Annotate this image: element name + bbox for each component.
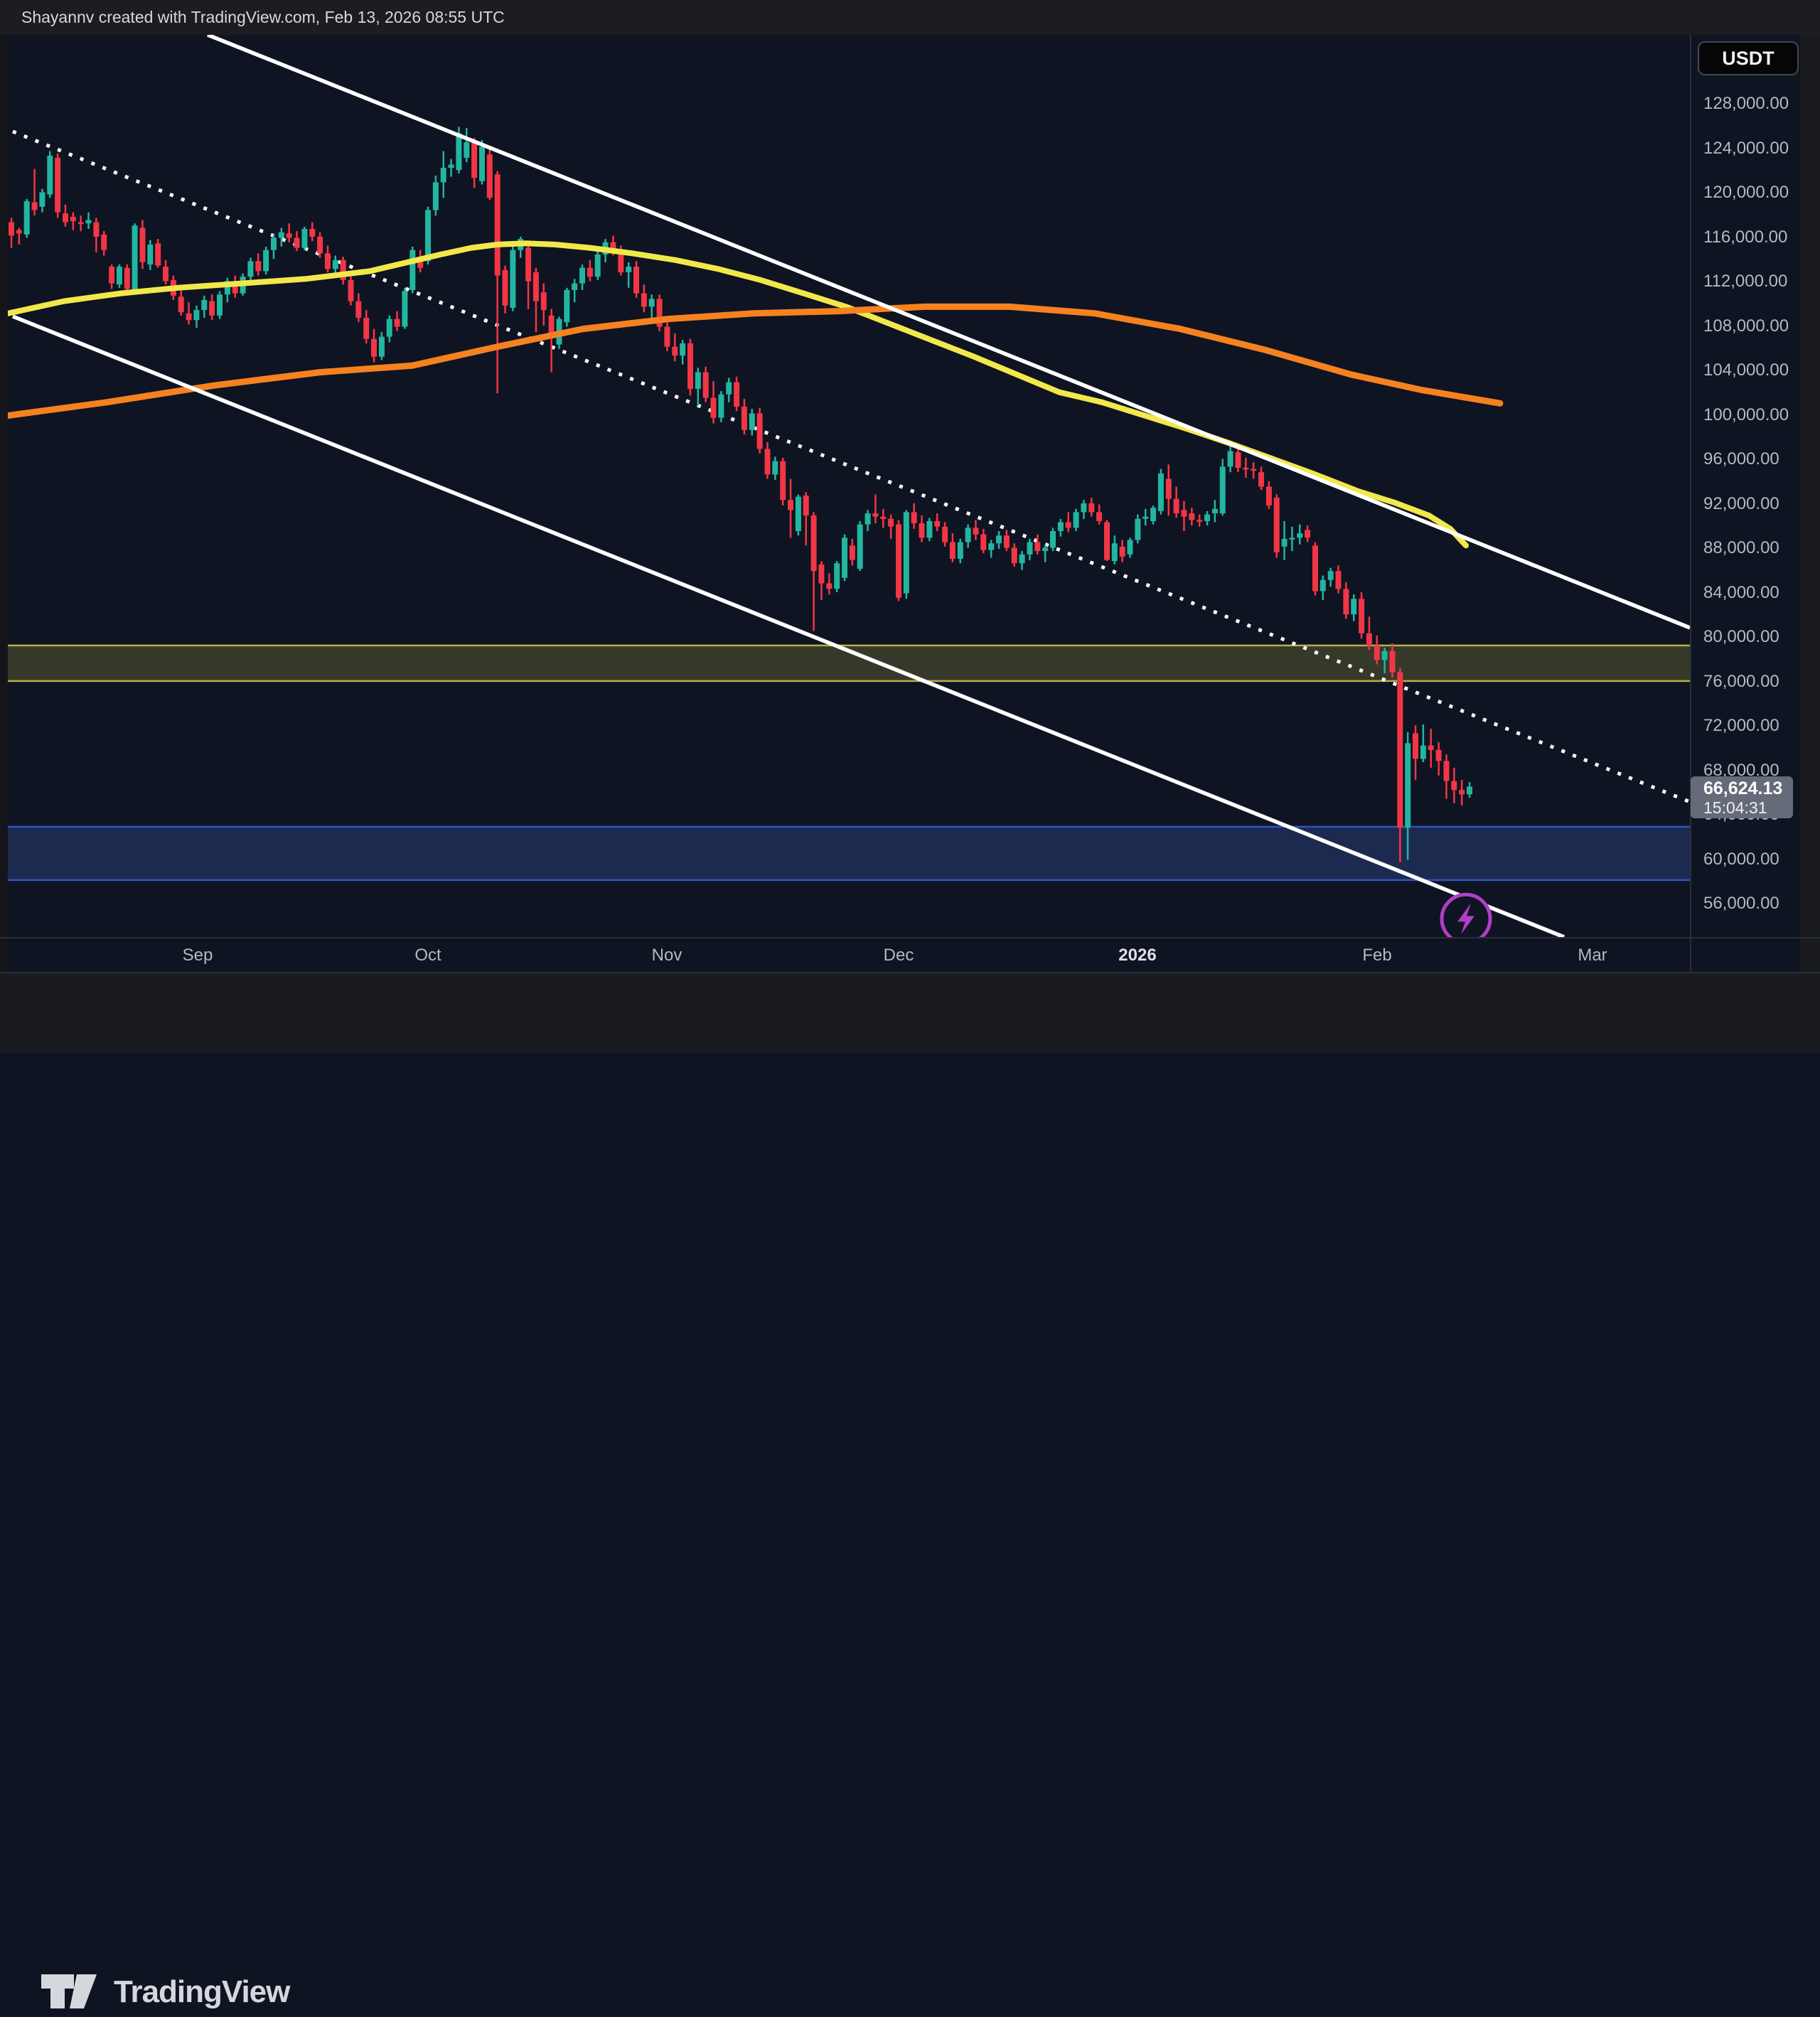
- price-axis-label: 80,000.00: [1703, 627, 1779, 646]
- bottom-toolbar: TradingView: [0, 973, 1820, 2009]
- ma-fast-yellow[interactable]: [8, 240, 1469, 549]
- time-axis-label: Oct: [414, 946, 441, 965]
- price-axis-label: 84,000.00: [1703, 582, 1779, 602]
- currency-badge[interactable]: USDT: [1698, 41, 1799, 75]
- price-axis-label: 112,000.00: [1703, 272, 1788, 291]
- price-axis-label: 100,000.00: [1703, 405, 1789, 424]
- time-axis-label: Feb: [1362, 946, 1392, 965]
- price-axis-label: 124,000.00: [1703, 138, 1789, 158]
- price-axis-label: 72,000.00: [1703, 716, 1779, 735]
- current-price-value: 66,624.13: [1703, 779, 1783, 798]
- channel-bottom-line[interactable]: [11, 314, 1565, 937]
- chart-pane[interactable]: [0, 35, 1820, 937]
- pane-left-gutter: [0, 35, 8, 973]
- time-axis-label: Nov: [651, 946, 682, 965]
- resistance-zone: [8, 644, 1690, 683]
- tradingview-logo[interactable]: TradingView: [41, 1967, 290, 2017]
- attribution-bar: Shayannv created with TradingView.com, F…: [0, 0, 1820, 35]
- current-price-label: 66,624.13 15:04:31: [1691, 776, 1793, 818]
- price-axis-separator: [1690, 35, 1691, 973]
- price-axis-label: 128,000.00: [1703, 94, 1789, 113]
- price-axis-label: 60,000.00: [1703, 849, 1779, 869]
- tradingview-logo-mark-icon: [41, 1974, 97, 2008]
- price-axis-label: 120,000.00: [1703, 183, 1789, 202]
- price-axis-label: 116,000.00: [1703, 227, 1788, 247]
- time-axis[interactable]: Sep Oct Nov Dec 2026 Feb Mar: [0, 937, 1820, 973]
- ma-slow-orange[interactable]: [8, 303, 1504, 419]
- price-axis-label: 76,000.00: [1703, 671, 1779, 691]
- time-axis-label: 2026: [1118, 946, 1157, 965]
- candlestick-series: [9, 127, 1472, 862]
- tradingview-logo-text: TradingView: [114, 1974, 290, 2009]
- time-axis-label: Dec: [883, 946, 914, 965]
- time-axis-label: Mar: [1578, 946, 1607, 965]
- channel-top-line[interactable]: [206, 35, 1690, 630]
- price-axis-label: 92,000.00: [1703, 493, 1779, 513]
- price-axis-label: 104,000.00: [1703, 360, 1789, 380]
- attribution-text: Shayannv created with TradingView.com, F…: [21, 8, 505, 26]
- support-zone: [8, 825, 1690, 882]
- flash-marker-icon[interactable]: [1440, 892, 1492, 943]
- right-margin: [1800, 35, 1820, 973]
- channel-mid-dotted-line[interactable]: [12, 129, 1690, 804]
- chart-surface[interactable]: [0, 0, 1820, 1053]
- time-axis-label: Sep: [182, 946, 213, 965]
- price-axis-label: 108,000.00: [1703, 316, 1789, 336]
- price-axis-label: 56,000.00: [1703, 894, 1779, 913]
- price-axis-label: 88,000.00: [1703, 538, 1779, 557]
- price-axis-label: 96,000.00: [1703, 449, 1779, 469]
- bar-countdown: 15:04:31: [1703, 798, 1767, 817]
